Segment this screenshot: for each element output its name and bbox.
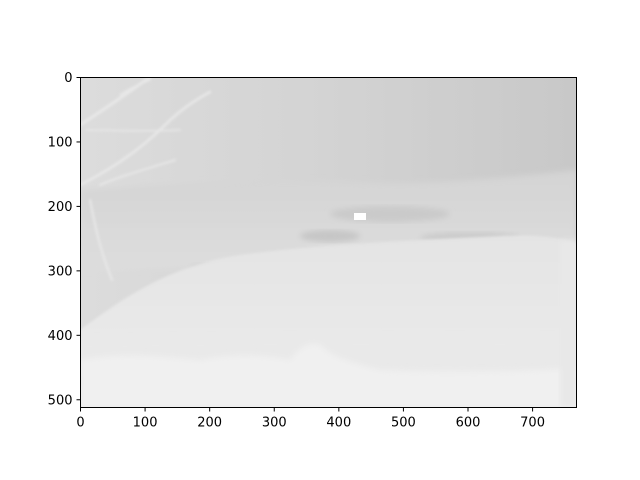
x-tick-label: 0	[76, 416, 84, 431]
thermal-image	[80, 77, 577, 408]
y-axis: 0 100 200 300 400 500	[48, 71, 81, 408]
x-tick-label: 600	[456, 416, 481, 431]
y-tick-label: 300	[48, 264, 73, 279]
hot-spot-marker	[354, 213, 366, 220]
y-tick-label: 0	[64, 71, 72, 86]
y-tick-label: 200	[48, 200, 73, 215]
x-tick-label: 100	[133, 416, 158, 431]
x-tick-label: 300	[262, 416, 287, 431]
y-tick-label: 500	[48, 393, 73, 408]
y-tick-label: 400	[48, 329, 73, 344]
x-tick-label: 400	[326, 416, 351, 431]
y-tick-label: 100	[48, 135, 73, 150]
x-axis: 0 100 200 300 400 500 600 700	[76, 407, 545, 431]
x-tick-label: 200	[197, 416, 222, 431]
x-tick-label: 700	[520, 416, 545, 431]
axes-frame	[80, 77, 577, 408]
x-tick-label: 500	[391, 416, 416, 431]
